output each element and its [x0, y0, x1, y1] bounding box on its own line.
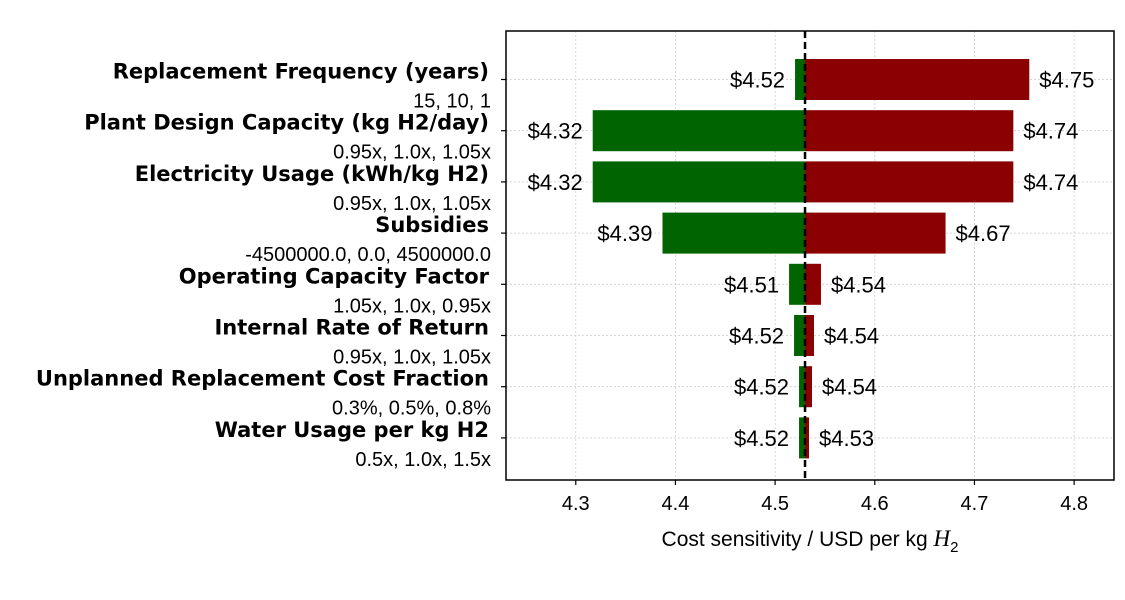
low-bar	[592, 110, 806, 152]
label-layer: $4.52 $4.75 Replacement Frequency (years) 1…	[36, 60, 1094, 471]
high-bar	[805, 59, 1030, 100]
x-tick-label: 4.3	[562, 493, 590, 515]
category-range-label: -4500000.0, 0.0, 4500000.0	[245, 244, 491, 266]
low-bar	[795, 59, 806, 100]
low-value-label: $4.32	[528, 119, 583, 144]
category-label: Electricity Usage (kWh/kg H2)	[135, 162, 489, 186]
category-range-label: 0.95x, 1.0x, 1.05x	[333, 347, 491, 369]
x-axis-title-symbol: H	[932, 526, 951, 551]
category-range-label: 0.3%, 0.5%, 0.8%	[332, 398, 491, 420]
x-axis-title-subscript: 2	[950, 539, 958, 556]
x-tick-label: 4.6	[861, 493, 889, 515]
high-bar	[805, 315, 814, 356]
x-tick-label: 4.5	[761, 493, 789, 515]
category-label: Unplanned Replacement Cost Fraction	[36, 367, 489, 391]
x-axis-title: Cost sensitivity / USD per kg H2	[662, 526, 959, 556]
bar-layer	[592, 59, 1030, 459]
low-bar	[794, 315, 806, 356]
low-bar	[662, 212, 806, 254]
low-bar	[789, 263, 806, 305]
category-label: Water Usage per kg H2	[215, 418, 489, 442]
x-tick-label: 4.4	[662, 493, 690, 515]
high-value-label: $4.54	[824, 324, 879, 349]
high-value-label: $4.74	[1023, 119, 1078, 144]
low-bar	[799, 417, 806, 459]
high-value-label: $4.75	[1039, 68, 1094, 93]
category-range-label: 0.95x, 1.0x, 1.05x	[333, 142, 491, 164]
low-value-label: $4.32	[528, 170, 583, 195]
high-value-label: $4.54	[822, 375, 877, 400]
low-value-label: $4.52	[734, 426, 789, 451]
high-bar	[805, 110, 1014, 152]
low-bar	[799, 366, 806, 408]
plot-frame	[505, 30, 1115, 481]
category-label: Replacement Frequency (years)	[113, 60, 489, 84]
x-tick-label: 4.8	[1060, 493, 1088, 515]
high-bar	[805, 161, 1014, 203]
low-value-label: $4.52	[734, 375, 789, 400]
category-range-label: 15, 10, 1	[413, 91, 491, 113]
category-label: Subsidies	[375, 213, 489, 237]
category-range-label: 0.95x, 1.0x, 1.05x	[333, 193, 491, 215]
high-bar	[805, 417, 810, 459]
high-bar	[805, 366, 812, 408]
category-label: Operating Capacity Factor	[179, 264, 490, 288]
high-value-label: $4.53	[819, 426, 874, 451]
category-range-label: 0.5x, 1.0x, 1.5x	[355, 449, 491, 471]
low-value-label: $4.52	[730, 68, 785, 93]
low-bar	[592, 161, 806, 203]
low-value-label: $4.52	[729, 324, 784, 349]
x-tick-label: 4.7	[961, 493, 989, 515]
category-label: Plant Design Capacity (kg H2/day)	[84, 111, 489, 135]
high-bar	[805, 263, 821, 305]
high-value-label: $4.54	[831, 272, 886, 297]
low-value-label: $4.39	[597, 221, 652, 246]
category-label: Internal Rate of Return	[214, 316, 489, 340]
high-value-label: $4.74	[1023, 170, 1078, 195]
category-range-label: 1.05x, 1.0x, 0.95x	[333, 295, 491, 317]
high-value-label: $4.67	[956, 221, 1011, 246]
low-value-label: $4.51	[724, 272, 779, 297]
x-axis: 4.3 4.4 4.5 4.6 4.7 4.8	[501, 78, 1088, 515]
x-axis-title-text: Cost sensitivity / USD per kg	[662, 528, 934, 551]
high-bar	[805, 212, 946, 254]
